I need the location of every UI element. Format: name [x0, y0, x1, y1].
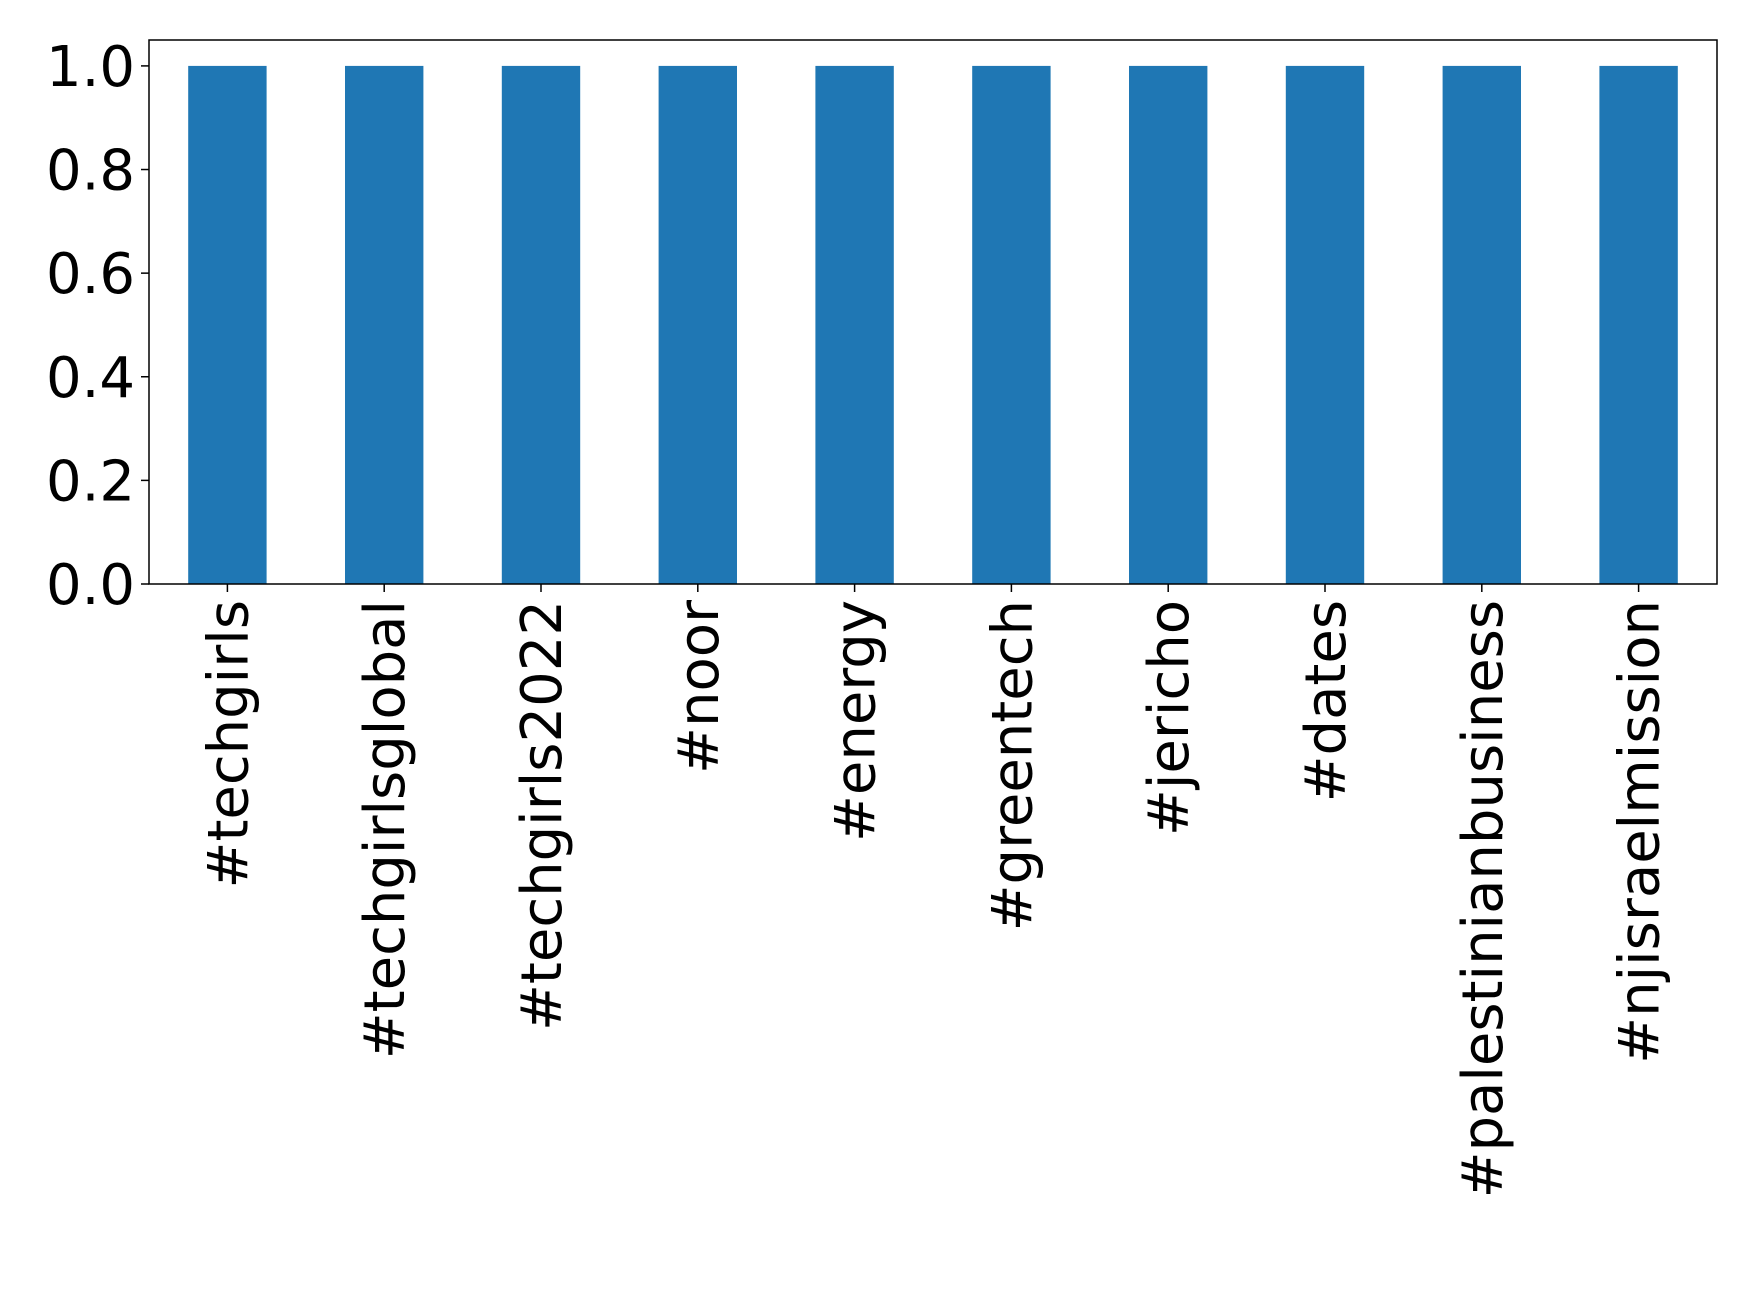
- y-tick-label: 0.6: [46, 242, 135, 307]
- x-tick-label: #techgirls2022: [510, 600, 575, 1031]
- x-tick-label: #noor: [667, 599, 732, 774]
- bar: [1285, 65, 1365, 584]
- plot-frame: [148, 39, 1718, 585]
- bar: [1129, 65, 1208, 584]
- y-tick-label: 0.0: [46, 553, 135, 618]
- bar: [345, 65, 424, 584]
- x-tick-label: #jericho: [1137, 600, 1202, 836]
- y-tick-label: 1.0: [46, 35, 135, 100]
- x-tick-label: #techgirls: [196, 600, 261, 888]
- bar: [972, 65, 1051, 584]
- bar: [1442, 65, 1521, 584]
- y-tick-label: 0.4: [46, 346, 135, 411]
- x-tick-label: #energy: [824, 600, 889, 842]
- x-tick-label: #dates: [1294, 600, 1359, 802]
- x-tick-label: #njisraelmission: [1608, 600, 1673, 1064]
- x-tick-label: #techgirlsglobal: [353, 600, 418, 1059]
- bar: [1599, 65, 1678, 584]
- y-tick-label: 0.8: [46, 139, 135, 204]
- bar: [188, 65, 267, 584]
- bar: [815, 65, 894, 584]
- x-tick-label: #palestinianbusiness: [1451, 600, 1516, 1198]
- y-tick-label: 0.2: [46, 449, 135, 514]
- bar: [658, 65, 737, 584]
- x-tick-label: #greentech: [980, 600, 1045, 931]
- bar: [501, 65, 581, 584]
